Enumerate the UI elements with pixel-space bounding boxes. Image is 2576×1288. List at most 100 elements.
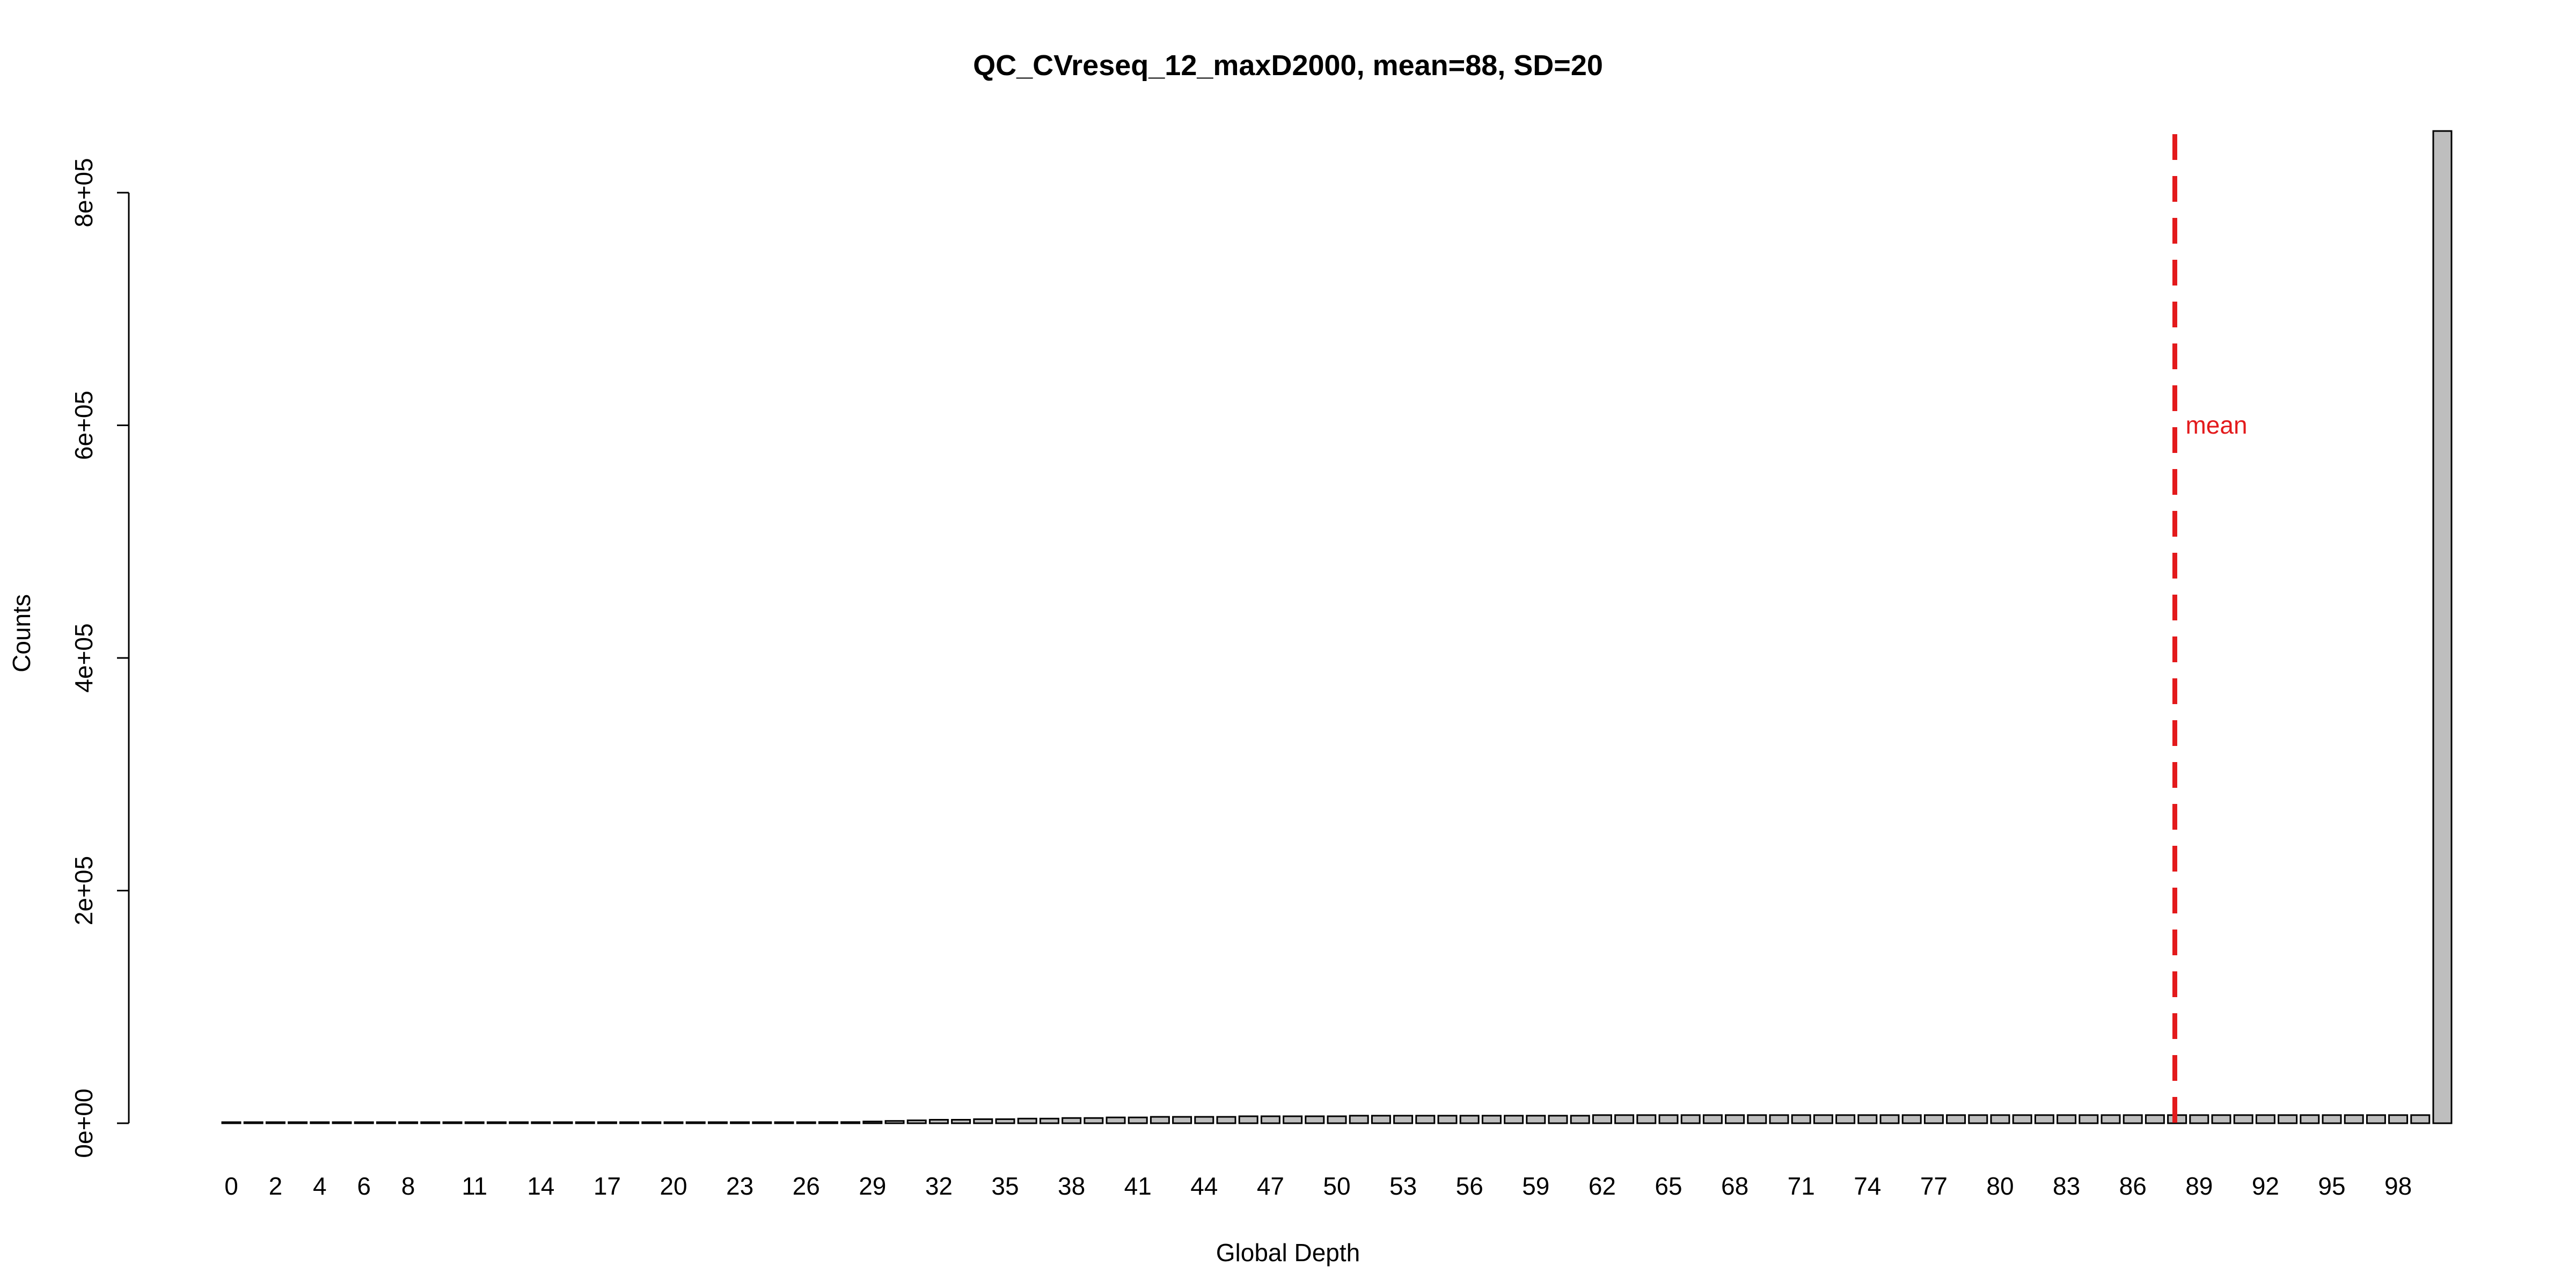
bar: [1106, 1116, 1126, 1124]
x-tick-label: 4: [313, 1172, 327, 1200]
x-tick-label: 74: [1854, 1172, 1881, 1200]
x-tick-label: 62: [1589, 1172, 1616, 1200]
bar: [796, 1121, 816, 1124]
bar: [354, 1121, 374, 1124]
bar: [1791, 1114, 1811, 1124]
bar: [2101, 1114, 2121, 1124]
bar: [1172, 1116, 1192, 1124]
bar: [288, 1121, 308, 1124]
bar: [1216, 1116, 1236, 1124]
bar: [2211, 1114, 2231, 1124]
x-tick-label: 92: [2252, 1172, 2279, 1200]
bar: [486, 1121, 507, 1124]
bar: [1017, 1117, 1037, 1124]
bar: [884, 1120, 905, 1124]
bar: [442, 1121, 463, 1124]
x-tick-label: 89: [2185, 1172, 2213, 1200]
bar: [1548, 1115, 1568, 1124]
x-tick-label: 71: [1788, 1172, 1815, 1200]
x-tick-labels: 0 2 4 6 8 11 14 17 20 23 26 29 32 35 38 41 44 47 50 53 56 59 6…: [224, 1172, 2412, 1200]
bar: [1946, 1114, 1966, 1124]
bar: [2322, 1114, 2342, 1124]
x-tick-label: 6: [357, 1172, 371, 1200]
x-tick-label: 50: [1323, 1172, 1350, 1200]
bar: [1901, 1114, 1922, 1124]
bar: [752, 1121, 772, 1124]
bar: [906, 1119, 927, 1124]
bar: [221, 1121, 241, 1124]
bar: [1371, 1115, 1391, 1124]
x-tick-label: 77: [1920, 1172, 1948, 1200]
bar: [1128, 1116, 1148, 1124]
y-tick-label: 0e+00: [70, 1088, 98, 1158]
x-tick-label: 26: [793, 1172, 820, 1200]
x-tick-label: 23: [726, 1172, 753, 1200]
bar: [2366, 1114, 2386, 1124]
bar: [1305, 1115, 1325, 1124]
bar: [1658, 1114, 1679, 1124]
bar: [1702, 1114, 1723, 1124]
bars: [221, 130, 2453, 1124]
bar: [1636, 1114, 1657, 1124]
x-tick-label: 83: [2053, 1172, 2080, 1200]
x-tick-label: 80: [1986, 1172, 2014, 1200]
bar: [1835, 1114, 1856, 1124]
bar: [597, 1121, 617, 1124]
bar: [1327, 1115, 1347, 1124]
x-tick-label: 86: [2119, 1172, 2147, 1200]
bar: [818, 1121, 838, 1124]
mean-marker: mean: [2172, 134, 2248, 1135]
bar: [2432, 130, 2453, 1124]
bar: [2012, 1114, 2032, 1124]
x-tick-label: 35: [991, 1172, 1019, 1200]
bar: [553, 1121, 573, 1124]
bar: [685, 1121, 706, 1124]
bar: [1504, 1115, 1524, 1124]
bar: [1194, 1116, 1214, 1124]
bar: [2255, 1114, 2275, 1124]
bar: [265, 1121, 286, 1124]
x-tick-label: 41: [1124, 1172, 1152, 1200]
bar: [2388, 1114, 2409, 1124]
bar: [1857, 1114, 1878, 1124]
bar: [2057, 1114, 2077, 1124]
bar: [707, 1121, 728, 1124]
bar: [1283, 1115, 1303, 1124]
bar: [862, 1121, 883, 1124]
bar: [1747, 1114, 1767, 1124]
bar: [1150, 1116, 1170, 1124]
bar: [509, 1121, 529, 1124]
x-tick-label: 56: [1456, 1172, 1483, 1200]
bar: [376, 1121, 396, 1124]
bar: [575, 1121, 595, 1124]
bar: [663, 1121, 684, 1124]
bar: [1260, 1115, 1280, 1124]
x-tick-label: 0: [224, 1172, 238, 1200]
bar: [1680, 1114, 1701, 1124]
x-tick-label: 29: [859, 1172, 886, 1200]
x-tick-label: 98: [2384, 1172, 2412, 1200]
bar: [774, 1121, 794, 1124]
bar: [1039, 1117, 1059, 1124]
x-tick-label: 44: [1190, 1172, 1218, 1200]
x-tick-label: 20: [660, 1172, 687, 1200]
bar: [995, 1118, 1015, 1124]
chart-title: QC_CVreseq_12_maxD2000, mean=88, SD=20: [973, 49, 1603, 82]
bar: [310, 1121, 330, 1124]
bar: [2145, 1114, 2165, 1124]
x-tick-label: 95: [2318, 1172, 2345, 1200]
x-tick-label: 65: [1655, 1172, 1682, 1200]
bar: [2123, 1114, 2143, 1124]
bar: [1062, 1117, 1082, 1124]
bar: [1592, 1114, 1612, 1124]
bar: [2344, 1114, 2364, 1124]
y-tick-label: 4e+05: [70, 623, 98, 692]
bar: [1879, 1114, 1900, 1124]
y-axis: 0e+00 2e+05 4e+05 6e+05 8e+05: [70, 158, 130, 1158]
x-tick-label: 2: [269, 1172, 283, 1200]
bar: [1526, 1115, 1546, 1124]
bar: [1349, 1115, 1369, 1124]
x-tick-label: 11: [462, 1172, 487, 1200]
x-tick-label: 8: [401, 1172, 415, 1200]
x-tick-label: 53: [1389, 1172, 1417, 1200]
